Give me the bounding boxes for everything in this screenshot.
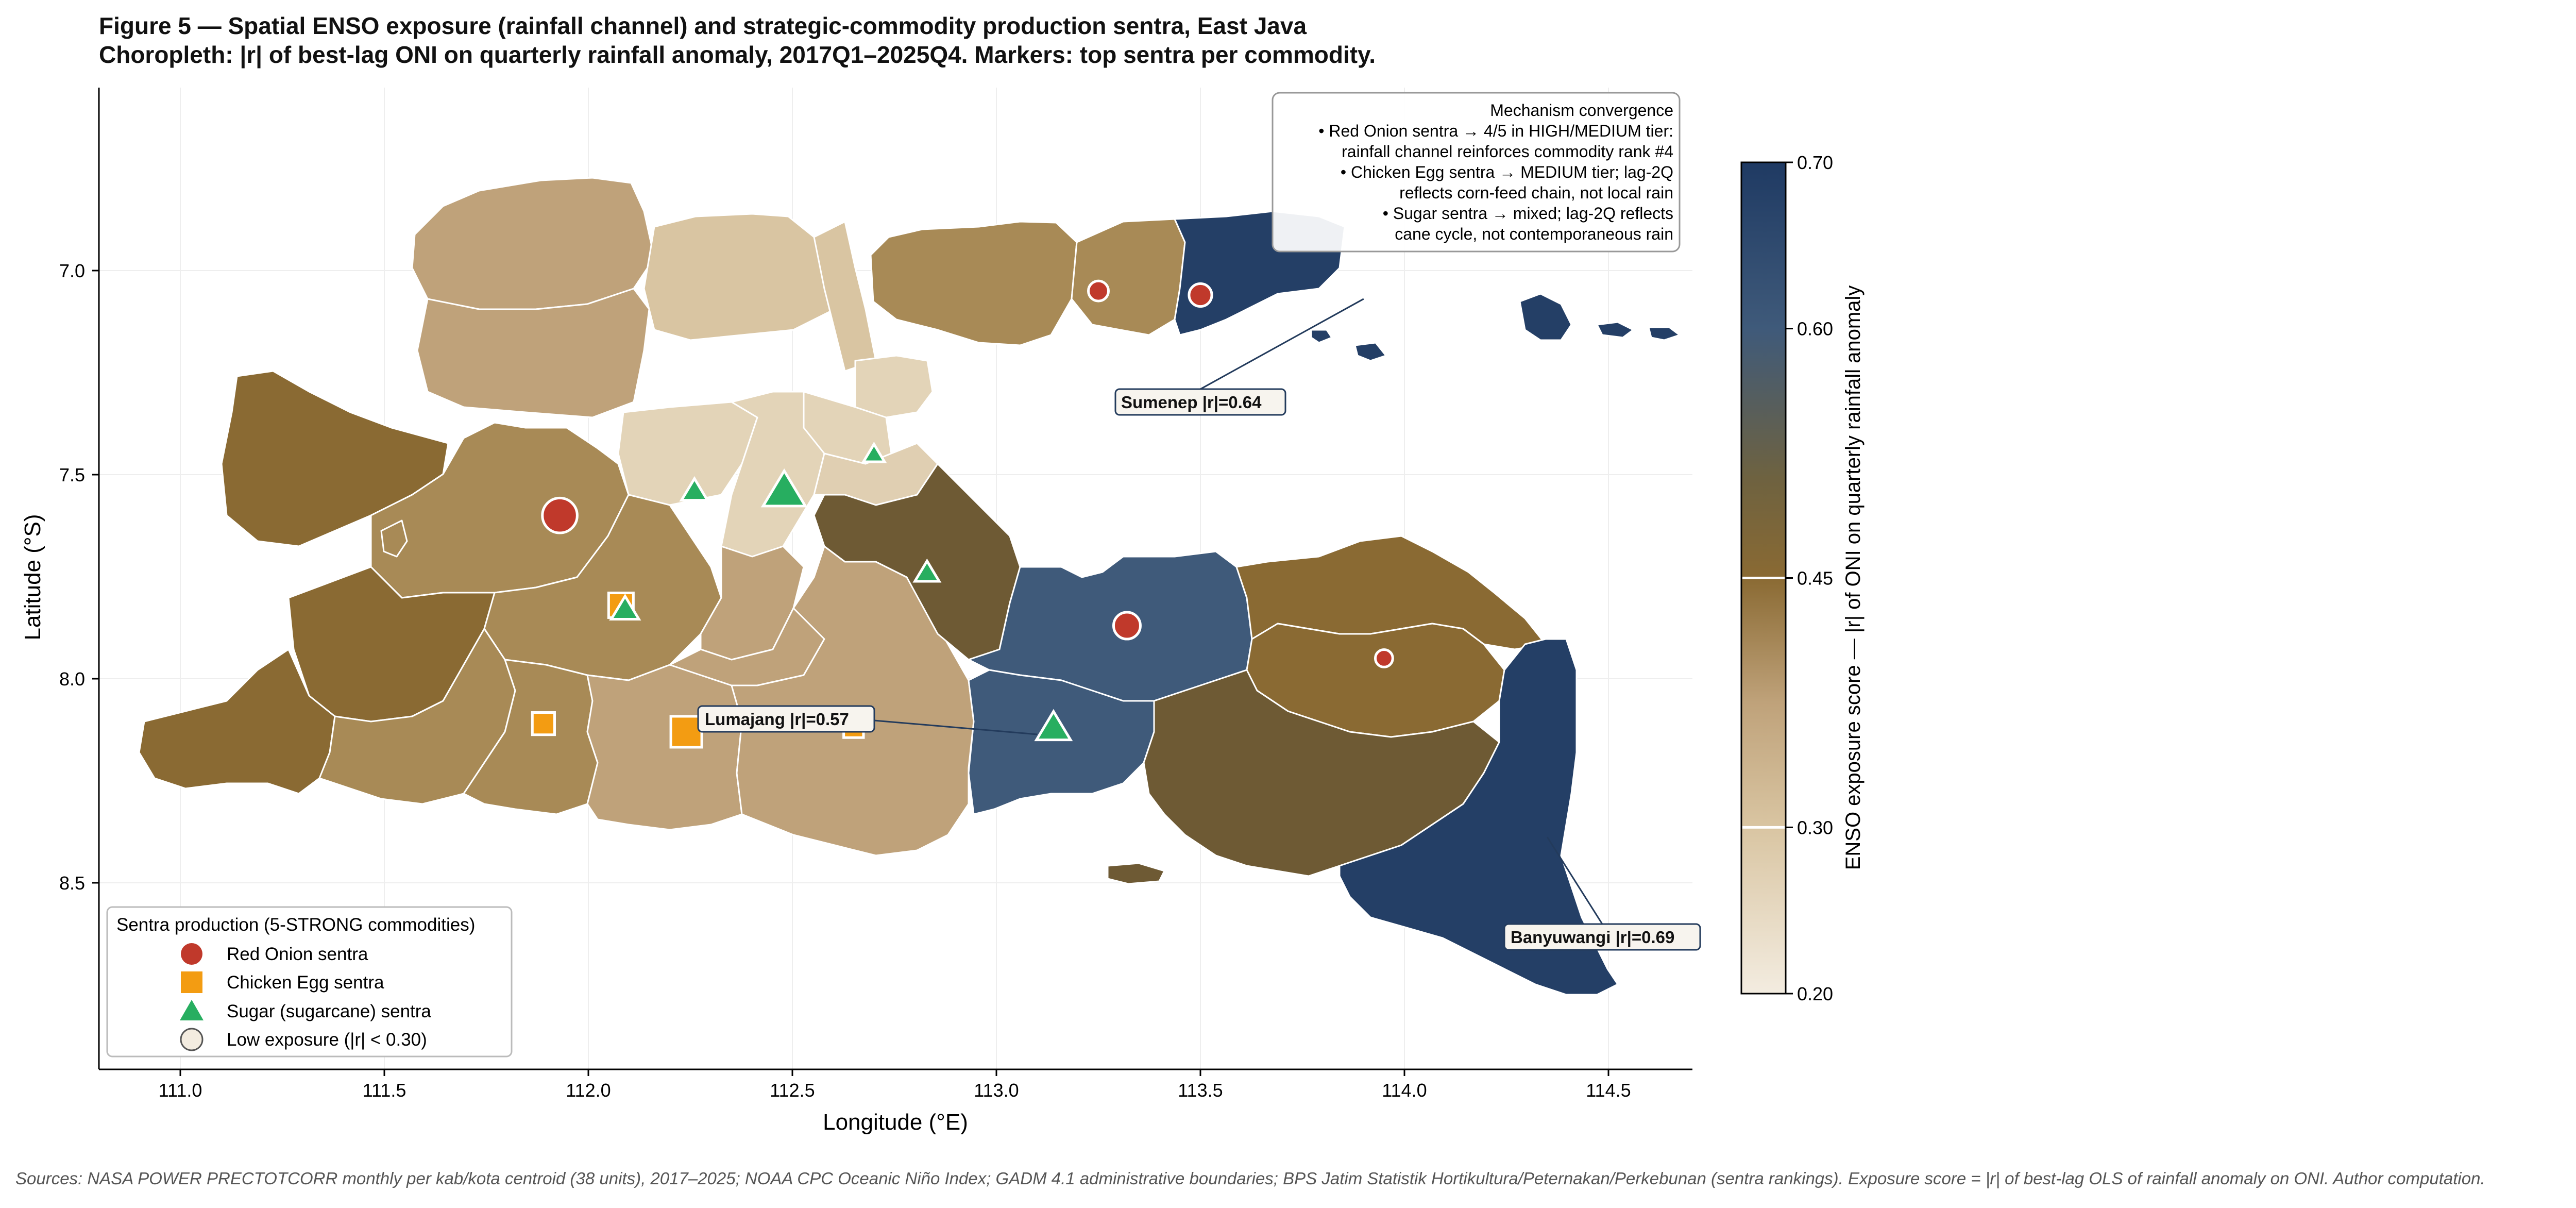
region-lumajang — [968, 669, 1155, 815]
x-tick-label: 112.0 — [566, 1080, 611, 1101]
figure-subtitle: Choropleth: |r| of best-lag ONI on quart… — [99, 41, 1376, 68]
legend-low-exposure-marker — [180, 1028, 204, 1051]
x-axis-ticks: 111.0 111.5 112.0 112.5 113.0 113.5 114.0 114.5 — [159, 1069, 1631, 1101]
red-onion-marker — [1374, 648, 1394, 668]
red-onion-marker — [1112, 611, 1142, 641]
region-kangean — [1519, 293, 1572, 341]
y-tick-label: 8.5 — [59, 873, 85, 894]
colorbar-label: ENSO exposure score — |r| of ONI on quar… — [1842, 286, 1865, 870]
colorbar-tick-label: 0.30 — [1797, 817, 1833, 838]
legend-label: Low exposure (|r| < 0.30) — [227, 1030, 427, 1050]
region-banyuwangi — [1338, 638, 1619, 996]
sugar-marker — [1034, 709, 1073, 742]
y-axis-label: Latitude (°S) — [20, 514, 45, 640]
callout-box — [1503, 923, 1701, 951]
callout-box — [697, 705, 875, 733]
region-magetan — [380, 519, 408, 558]
callouts: Sumenep |r|=0.64 Lumajang |r|=0.57 Banyuwa… — [697, 298, 1701, 951]
annotation-line: Mechanism convergence — [1490, 101, 1673, 120]
colorbar-tick-label: 0.45 — [1797, 568, 1833, 589]
x-tick-label: 111.0 — [159, 1080, 202, 1101]
figure-title: Figure 5 — Spatial ENSO exposure (rainfa… — [99, 12, 1307, 39]
map-figure: 111.0 111.5 112.0 112.5 113.0 113.5 114.0 114.5… — [20, 88, 1865, 1135]
legend: Sentra production (5-STRONG commodities)… — [106, 906, 513, 1058]
y-tick-label: 7.5 — [59, 464, 85, 485]
colorbar: 0.70 0.60 0.45 0.30 0.20 ENSO exposure score… — [1740, 152, 1865, 1004]
legend-label: Red Onion sentra — [227, 944, 368, 964]
x-tick-label: 113.0 — [974, 1080, 1019, 1101]
legend-sugar-marker — [180, 1000, 204, 1020]
colorbar-tick-label: 0.70 — [1797, 152, 1833, 173]
annotation-line: • Chicken Egg sentra → MEDIUM tier; lag-… — [1341, 163, 1673, 181]
annotation-line: rainfall channel reinforces commodity ra… — [1342, 142, 1673, 161]
region-surabaya — [854, 355, 934, 418]
legend-title: Sentra production (5-STRONG commodities) — [116, 915, 475, 935]
annotation-line: • Sugar sentra → mixed; lag-2Q reflects — [1383, 204, 1673, 223]
colorbar-ticks: 0.70 0.60 0.45 0.30 0.20 — [1742, 152, 1833, 1004]
region-pamekasan — [1071, 218, 1186, 336]
region-blitar — [586, 664, 743, 831]
sugar-marker — [861, 442, 887, 463]
y-tick-label: 8.0 — [59, 668, 85, 690]
legend-red-onion-marker — [181, 943, 202, 965]
colorbar-tick-label: 0.20 — [1797, 983, 1833, 1004]
region-island-3 — [1648, 326, 1681, 341]
red-onion-marker — [541, 496, 579, 534]
sugar-marker — [912, 558, 942, 583]
chicken-egg-marker — [669, 715, 703, 749]
x-tick-label: 111.5 — [363, 1080, 406, 1101]
annotation-line: reflects corn-feed chain, not local rain — [1399, 183, 1673, 202]
annotation-line: • Red Onion sentra → 4/5 in HIGH/MEDIUM … — [1318, 122, 1673, 140]
region-island-5 — [1310, 329, 1333, 344]
callout-label: Sumenep |r|=0.64 — [1121, 393, 1262, 412]
region-tuban — [411, 177, 655, 310]
region-bojonegoro — [416, 288, 650, 418]
sugar-marker — [609, 594, 641, 620]
choropleth-regions — [138, 177, 1681, 996]
legend-chicken-egg-marker — [181, 971, 202, 993]
annotation-line: cane cycle, not contemporaneous rain — [1395, 225, 1673, 243]
sugar-marker — [679, 476, 710, 502]
region-island-4 — [1354, 342, 1387, 362]
red-onion-marker — [1087, 279, 1110, 303]
callout-label: Lumajang |r|=0.57 — [705, 710, 849, 729]
x-axis-label: Longitude (°E) — [823, 1110, 968, 1135]
y-axis-ticks: 7.0 7.5 8.0 8.5 — [59, 260, 99, 894]
region-island-2 — [1596, 321, 1634, 339]
x-tick-label: 114.0 — [1382, 1080, 1427, 1101]
colorbar-tick-label: 0.60 — [1797, 318, 1833, 340]
legend-label: Chicken Egg sentra — [227, 972, 384, 993]
x-tick-label: 113.5 — [1178, 1080, 1223, 1101]
region-nusa-barung — [1107, 862, 1165, 885]
x-tick-label: 114.5 — [1586, 1080, 1631, 1101]
callout-leader — [874, 719, 1038, 735]
source-note: Sources: NASA POWER PRECTOTCORR monthly … — [15, 1169, 2485, 1188]
legend-label: Sugar (sugarcane) sentra — [227, 1001, 431, 1021]
region-lamongan — [643, 213, 836, 341]
annotation-box: Mechanism convergence • Red Onion sentra… — [1272, 92, 1681, 253]
region-jombang-mojokerto — [617, 401, 758, 506]
callout-box — [1114, 388, 1286, 416]
chicken-egg-marker — [531, 711, 556, 736]
y-tick-label: 7.0 — [59, 260, 85, 281]
sugar-marker — [760, 468, 808, 508]
axes — [98, 88, 1692, 1070]
callout-leader — [1200, 298, 1364, 390]
callout-leader — [1546, 836, 1603, 925]
region-bangkalan-sampang — [870, 221, 1078, 346]
red-onion-marker — [1188, 282, 1213, 308]
x-tick-label: 112.5 — [770, 1080, 815, 1101]
callout-label: Banyuwangi |r|=0.69 — [1511, 928, 1674, 947]
